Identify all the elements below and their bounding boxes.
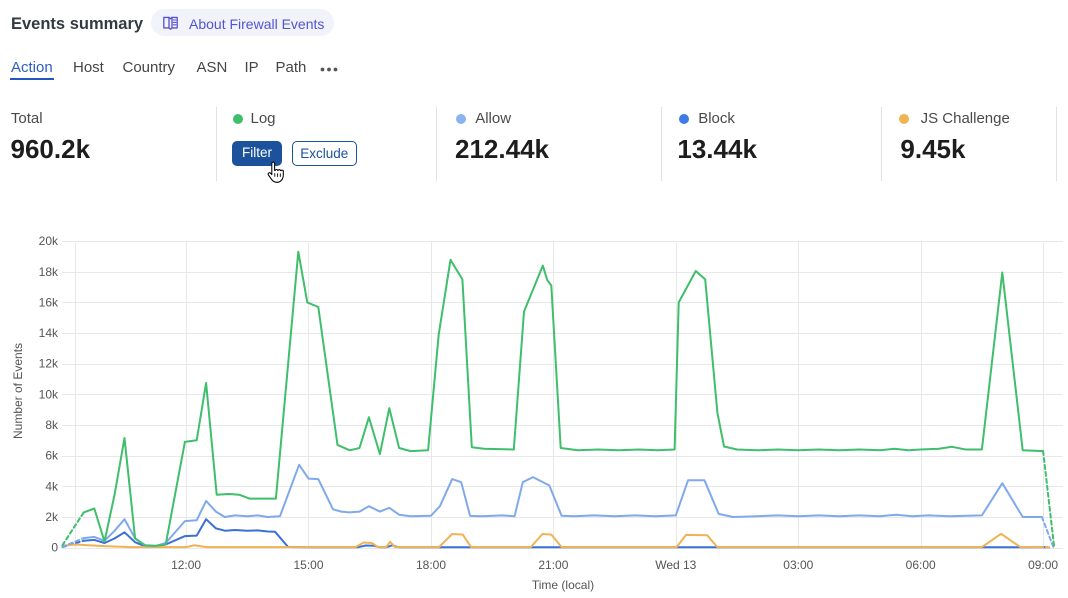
svg-text:Number of Events: Number of Events <box>11 343 25 439</box>
svg-text:8k: 8k <box>45 418 59 432</box>
svg-text:21:00: 21:00 <box>538 558 568 572</box>
svg-text:12:00: 12:00 <box>171 558 201 572</box>
svg-text:Wed 13: Wed 13 <box>655 558 696 572</box>
svg-text:03:00: 03:00 <box>783 558 813 572</box>
svg-text:20k: 20k <box>39 234 59 248</box>
svg-text:06:00: 06:00 <box>906 558 936 572</box>
svg-text:15:00: 15:00 <box>293 558 323 572</box>
svg-text:Time (local): Time (local) <box>532 578 594 592</box>
svg-text:14k: 14k <box>39 326 59 340</box>
svg-text:18:00: 18:00 <box>416 558 446 572</box>
svg-text:10k: 10k <box>39 387 59 401</box>
svg-text:4k: 4k <box>45 479 59 493</box>
svg-text:2k: 2k <box>45 510 59 524</box>
svg-text:12k: 12k <box>39 357 59 371</box>
svg-text:18k: 18k <box>39 265 59 279</box>
svg-text:6k: 6k <box>45 449 59 463</box>
svg-text:16k: 16k <box>39 295 59 309</box>
svg-text:0: 0 <box>51 541 58 555</box>
svg-text:09:00: 09:00 <box>1028 558 1058 572</box>
